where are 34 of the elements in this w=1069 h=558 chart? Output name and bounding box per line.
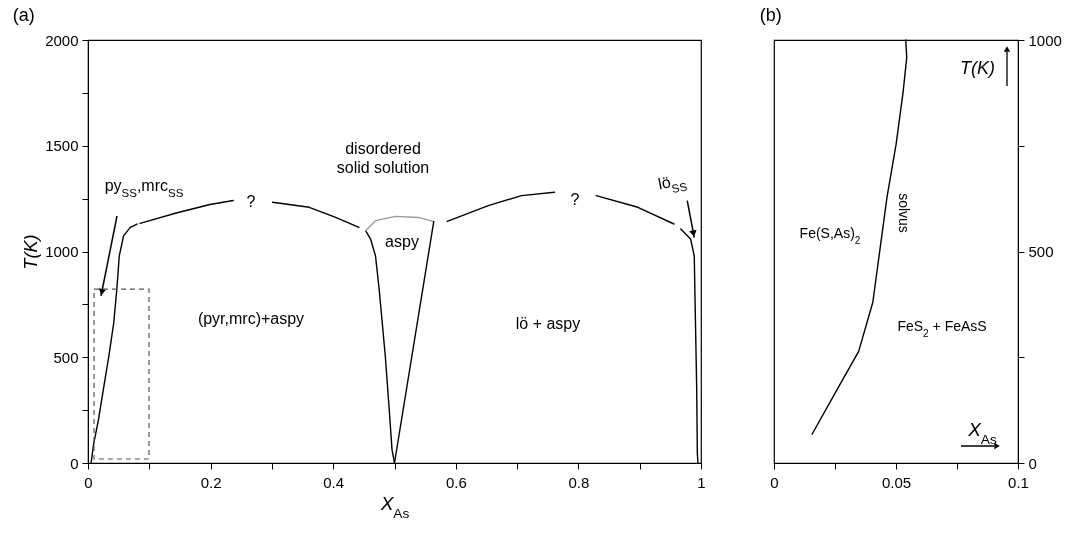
y2-axis-title: T(K) — [960, 57, 995, 78]
annotation: aspy — [385, 233, 419, 250]
chart-title: (b) — [759, 5, 782, 25]
annotation: disordered solid solution — [336, 140, 430, 176]
x-axis-title: X$_{As}$ — [379, 492, 410, 520]
y-tick-label: 500 — [53, 348, 79, 366]
y2-tick-label: 0 — [1028, 454, 1037, 472]
x-tick-label: 0.8 — [568, 473, 590, 491]
annotation: py$_{SS}$,mrc$_{SS}$ — [104, 177, 184, 199]
x-tick-label: 0.05 — [881, 473, 912, 491]
x-tick-label: 0 — [770, 473, 779, 491]
annotation: ? — [570, 191, 580, 208]
annotation: (pyr,mrc)+aspy — [197, 310, 305, 327]
y2-tick-label: 500 — [1028, 243, 1054, 260]
annotation: solvus — [896, 193, 912, 233]
x-tick-label: 1 — [697, 473, 706, 491]
y-tick-label: 2000 — [45, 31, 79, 49]
annotation: lö$_{SS}$ — [656, 173, 689, 196]
annotation: lö + aspy — [515, 315, 581, 332]
x-tick-label: 0.6 — [445, 473, 467, 491]
x-tick-label: 0.1 — [1008, 473, 1029, 491]
y-axis-title: T(K) — [21, 234, 42, 270]
annotation: FeS$_{2}$ + FeAsS — [897, 318, 987, 339]
x-tick-label: 0.2 — [200, 473, 222, 491]
annotation: ? — [246, 193, 256, 210]
x-tick-label: 0 — [84, 473, 93, 491]
chart-title: (a) — [12, 5, 35, 25]
y2-tick-label: 1000 — [1028, 31, 1062, 49]
annotation: Fe(S,As)$_{2}$ — [799, 225, 861, 246]
x-axis-title: X$_{As}$ — [967, 418, 997, 446]
y-tick-label: 0 — [70, 454, 79, 472]
y-tick-label: 1000 — [45, 243, 79, 260]
y-tick-label: 1500 — [45, 137, 79, 155]
x-tick-label: 0.4 — [323, 473, 345, 491]
